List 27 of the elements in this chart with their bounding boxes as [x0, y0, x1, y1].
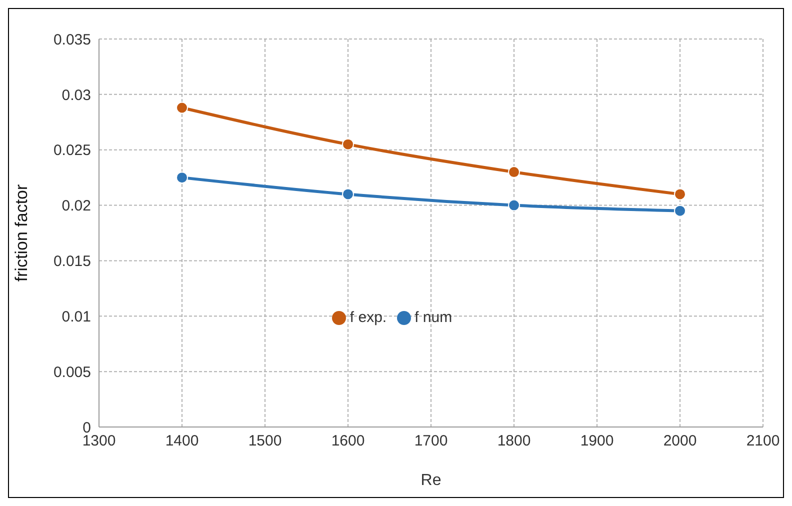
x-tick-label: 1700 — [414, 432, 448, 450]
y-tick-label: 0.01 — [62, 308, 91, 326]
y-tick-label: 0.03 — [62, 86, 91, 104]
y-tick-label: 0.035 — [53, 31, 91, 48]
x-tick-label: 1800 — [497, 432, 531, 450]
y-tick-label: 0.025 — [53, 142, 91, 160]
point — [176, 102, 188, 114]
point — [508, 199, 520, 212]
point — [674, 204, 686, 217]
point — [342, 138, 354, 150]
point — [674, 188, 686, 200]
y-tick-label: 0.02 — [62, 198, 91, 215]
y-tick-label: 0.015 — [53, 253, 91, 270]
y-tick-label: 0.005 — [53, 364, 91, 381]
point — [176, 172, 188, 184]
x-tick-label: 2100 — [746, 432, 780, 450]
x-tick-label: 1600 — [331, 432, 365, 450]
x-tick-label: 2000 — [663, 432, 697, 450]
x-tick-label: 1900 — [580, 432, 614, 450]
x-axis-title: Re — [420, 472, 442, 489]
y-axis-title: friction factor — [12, 184, 32, 282]
legend-label: f exp. — [350, 309, 387, 326]
legend-label: f num — [414, 309, 452, 326]
point — [508, 166, 520, 178]
point — [342, 188, 354, 200]
x-tick-label: 1400 — [165, 432, 199, 450]
x-tick-label: 1500 — [248, 432, 282, 450]
